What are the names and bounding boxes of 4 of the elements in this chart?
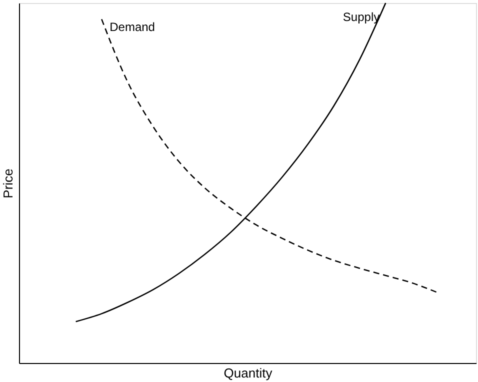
x-axis-title: Quantity: [224, 366, 273, 380]
series-label: Demand: [110, 20, 155, 34]
series-label: Supply: [342, 10, 380, 24]
y-axis-title: Price: [0, 168, 16, 198]
